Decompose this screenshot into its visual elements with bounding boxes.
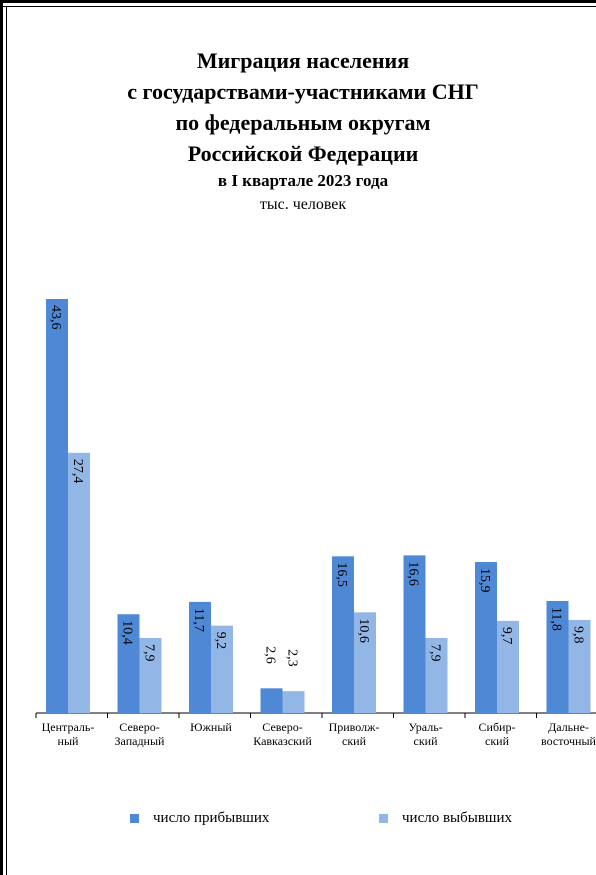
category-label: Северо- — [262, 720, 302, 734]
data-label-departed: 27,4 — [70, 459, 85, 484]
bar-arrived — [117, 614, 140, 713]
data-label-arrived: 11,7 — [191, 608, 206, 632]
chart-unit: тыс. человек — [259, 196, 347, 213]
data-label-arrived: 10,4 — [120, 620, 135, 645]
category-label: ный — [58, 734, 79, 748]
data-label-departed: 9,7 — [499, 627, 514, 645]
category-label: Западный — [115, 734, 166, 748]
bar-departed — [497, 620, 519, 713]
chart-title-line-4: Российской Федерации — [187, 141, 419, 166]
legend-swatch-departed — [379, 814, 388, 823]
bar-arrived — [332, 556, 354, 713]
chart-title-line-5: в I квартале 2023 года — [217, 171, 389, 190]
category-label: Сибир- — [479, 720, 516, 734]
bar-departed — [211, 625, 233, 713]
category-label: ский — [342, 734, 367, 748]
data-label-arrived: 16,6 — [406, 561, 421, 586]
data-label-arrived: 15,9 — [477, 568, 492, 593]
data-label-departed: 7,9 — [428, 644, 443, 662]
bar-departed — [282, 691, 305, 713]
data-label-departed: 9,8 — [571, 626, 586, 644]
bar-arrived — [260, 688, 283, 713]
chart-title-line-1: Миграция населения — [196, 48, 410, 73]
category-label: Ураль- — [408, 720, 442, 734]
category-label: восточный — [541, 734, 596, 748]
category-label: ский — [414, 734, 439, 748]
chart-title-line-3: по федеральным округам — [175, 110, 431, 135]
bar-departed — [68, 452, 90, 713]
bar-departed — [425, 637, 448, 713]
frame-left-border — [0, 0, 3, 875]
category-label: Централь- — [42, 720, 95, 734]
data-label-departed: 9,2 — [213, 632, 228, 650]
bar-arrived — [46, 299, 68, 713]
data-label-arrived: 11,8 — [549, 607, 564, 631]
bar-arrived — [475, 562, 497, 713]
bar-arrived — [546, 600, 569, 713]
legend-item-departed: число выбывших — [379, 810, 512, 827]
frame-top-border — [0, 0, 596, 3]
bar-departed — [139, 637, 162, 713]
bar-arrived — [189, 601, 211, 713]
chart-title-line-2: с государствами-участниками СНГ — [127, 79, 479, 104]
data-label-departed: 7,9 — [142, 644, 157, 662]
data-label-arrived: 2,6 — [263, 646, 278, 664]
legend-label-arrived: число прибывших — [153, 810, 270, 826]
data-label-arrived: 16,5 — [334, 562, 349, 587]
category-label: ский — [485, 734, 510, 748]
category-label: Приволж- — [329, 720, 380, 734]
category-label: Южный — [190, 720, 232, 734]
legend-swatch-arrived — [130, 814, 139, 823]
legend-label-departed: число выбывших — [402, 810, 512, 826]
bar-departed — [568, 619, 591, 713]
legend-item-arrived: число прибывших — [130, 810, 269, 827]
bar-departed — [354, 612, 376, 713]
data-label-departed: 2,3 — [285, 649, 300, 667]
frame-left-inner-border — [6, 6, 7, 875]
data-label-departed: 10,6 — [356, 618, 371, 643]
category-label: Дальне- — [548, 720, 589, 734]
bar-arrived — [403, 555, 426, 713]
category-label: Северо- — [119, 720, 159, 734]
category-label: Кавказский — [253, 734, 312, 748]
data-label-arrived: 43,6 — [48, 305, 63, 330]
frame-top-inner-border — [0, 6, 596, 7]
